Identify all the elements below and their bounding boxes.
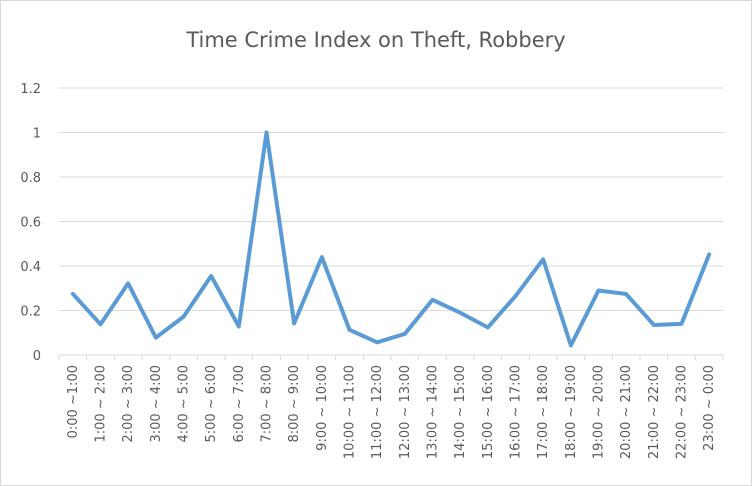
x-tick-label: 17:00 ~ 18:00 xyxy=(536,365,551,459)
chart-title: Time Crime Index on Theft, Robbery xyxy=(186,28,566,52)
x-tick-label: 7:00 ~ 8:00 xyxy=(260,365,275,443)
x-tick-label: 21:00 ~ 22:00 xyxy=(647,365,662,459)
grid-layer xyxy=(59,87,723,311)
y-tick-label: 1 xyxy=(33,127,41,142)
x-tick-label: 8:00 ~ 9:00 xyxy=(287,365,302,443)
data-point xyxy=(403,332,407,336)
x-tick-label: 22:00 ~ 23:00 xyxy=(675,365,690,459)
y-tick-labels: 0 0.2 0.4 0.6 0.8 1 1.2 xyxy=(20,82,41,364)
y-tick-label: 0.4 xyxy=(20,260,41,275)
x-tick-label: 9:00 ~ 10:00 xyxy=(315,365,330,451)
data-point xyxy=(514,294,517,298)
data-point xyxy=(569,343,573,347)
y-tick-label: 1.2 xyxy=(20,82,41,97)
data-point xyxy=(265,131,268,134)
x-tick-label: 0:00 ~1:00 xyxy=(66,365,81,438)
data-point xyxy=(707,252,711,256)
data-point xyxy=(486,325,490,329)
x-tick-label: 20:00 ~ 21:00 xyxy=(619,365,634,459)
x-tick-label: 18:00 ~ 19:00 xyxy=(564,365,579,459)
axis-layer xyxy=(58,354,724,360)
x-tick-label: 11:00 ~ 12:00 xyxy=(370,365,385,459)
data-point xyxy=(680,322,683,326)
x-tick-label: 12:00 ~ 13:00 xyxy=(398,365,413,459)
data-point xyxy=(458,311,462,315)
x-tick-label: 19:00 ~ 20:00 xyxy=(592,365,607,459)
x-tick-label: 10:00 ~ 11:00 xyxy=(343,365,358,459)
data-point xyxy=(237,325,241,329)
y-tick-label: 0 xyxy=(33,349,41,364)
data-point xyxy=(652,323,656,327)
x-tick-label: 4:00 ~ 5:00 xyxy=(177,365,192,443)
data-point xyxy=(541,257,545,261)
data-point xyxy=(597,288,600,292)
data-point xyxy=(375,340,379,344)
y-tick-label: 0.8 xyxy=(20,171,41,186)
x-tick-label: 14:00 ~ 15:00 xyxy=(453,365,468,459)
y-tick-label: 0.6 xyxy=(20,216,41,231)
data-point xyxy=(431,298,434,302)
y-tick-label: 0.2 xyxy=(20,305,41,320)
data-point xyxy=(71,292,75,296)
x-tick-label: 16:00 ~ 17:00 xyxy=(509,365,524,459)
x-tick-label: 15:00 ~ 16:00 xyxy=(481,365,496,459)
data-point xyxy=(320,255,324,259)
x-tick-label: 2:00 ~ 3:00 xyxy=(121,365,136,443)
data-point xyxy=(126,281,130,285)
x-tick-label: 13:00 ~ 14:00 xyxy=(426,365,441,459)
x-tick-labels: 0:00 ~1:00 1:00 ~ 2:00 2:00 ~ 3:00 3:00 ~ 4… xyxy=(66,365,717,459)
x-tick-label: 5:00 ~ 6:00 xyxy=(204,365,219,443)
x-tick-label: 23:00 ~ 0:00 xyxy=(702,365,717,451)
x-tick-label: 1:00 ~ 2:00 xyxy=(94,365,109,443)
data-point xyxy=(348,328,351,332)
data-point xyxy=(292,321,296,325)
data-point xyxy=(624,292,628,296)
x-tick-label: 3:00 ~ 4:00 xyxy=(149,365,164,443)
data-point xyxy=(182,315,185,319)
series-line xyxy=(70,130,712,348)
data-point xyxy=(99,322,102,326)
data-point xyxy=(209,274,213,278)
x-tick-label: 6:00 ~ 7:00 xyxy=(232,365,247,443)
series-layer xyxy=(70,130,712,348)
data-point xyxy=(154,336,158,340)
